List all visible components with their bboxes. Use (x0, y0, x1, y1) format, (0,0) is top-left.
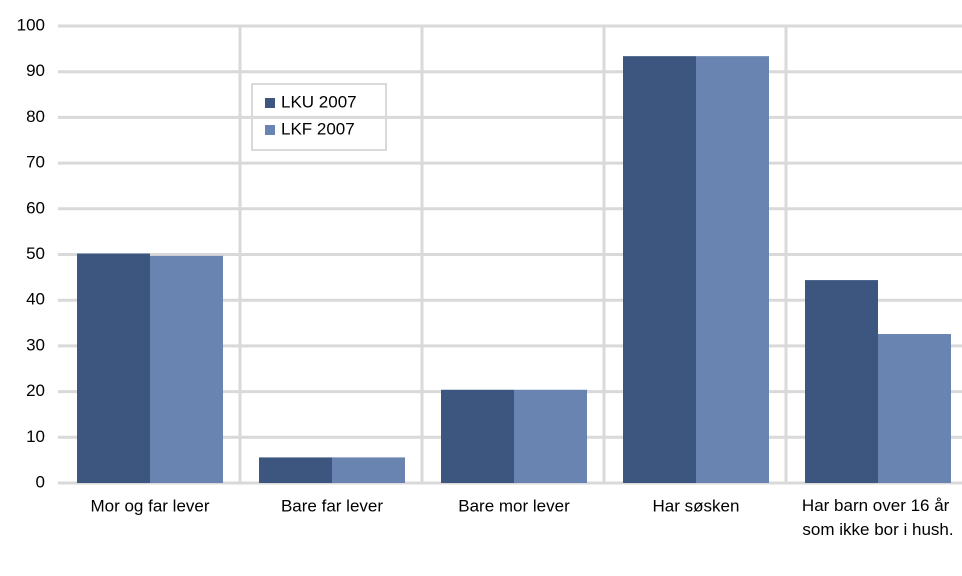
bar (150, 255, 223, 483)
y-tick-label: 80 (26, 107, 45, 126)
y-tick-label: 20 (26, 381, 45, 400)
legend-swatch (265, 125, 275, 135)
x-tick-label: Mor og far lever (90, 496, 209, 515)
bar (441, 389, 514, 483)
x-tick-label: Bare mor lever (458, 496, 570, 515)
y-tick-label: 40 (26, 290, 45, 309)
y-tick-label: 0 (36, 472, 45, 491)
bar (623, 56, 696, 484)
bar (77, 253, 150, 483)
bar (259, 457, 332, 483)
bar (332, 457, 405, 483)
y-tick-label: 10 (26, 427, 45, 446)
legend-label: LKU 2007 (281, 92, 357, 111)
bar (805, 280, 878, 483)
bar (878, 334, 951, 483)
legend-swatch (265, 98, 275, 108)
y-tick-label: 90 (26, 61, 45, 80)
x-tick-label: Bare far lever (281, 496, 383, 515)
legend-label: LKF 2007 (281, 119, 355, 138)
y-tick-label: 30 (26, 335, 45, 354)
bar (696, 56, 769, 484)
x-tick-label: Har barn over 16 år som ikke bor i hush. (802, 496, 954, 539)
y-tick-label: 50 (26, 244, 45, 263)
y-tick-label: 100 (17, 15, 45, 34)
y-tick-label: 60 (26, 198, 45, 217)
y-tick-label: 70 (26, 153, 45, 172)
bar (514, 389, 587, 483)
x-tick-label: Har søsken (653, 496, 740, 515)
